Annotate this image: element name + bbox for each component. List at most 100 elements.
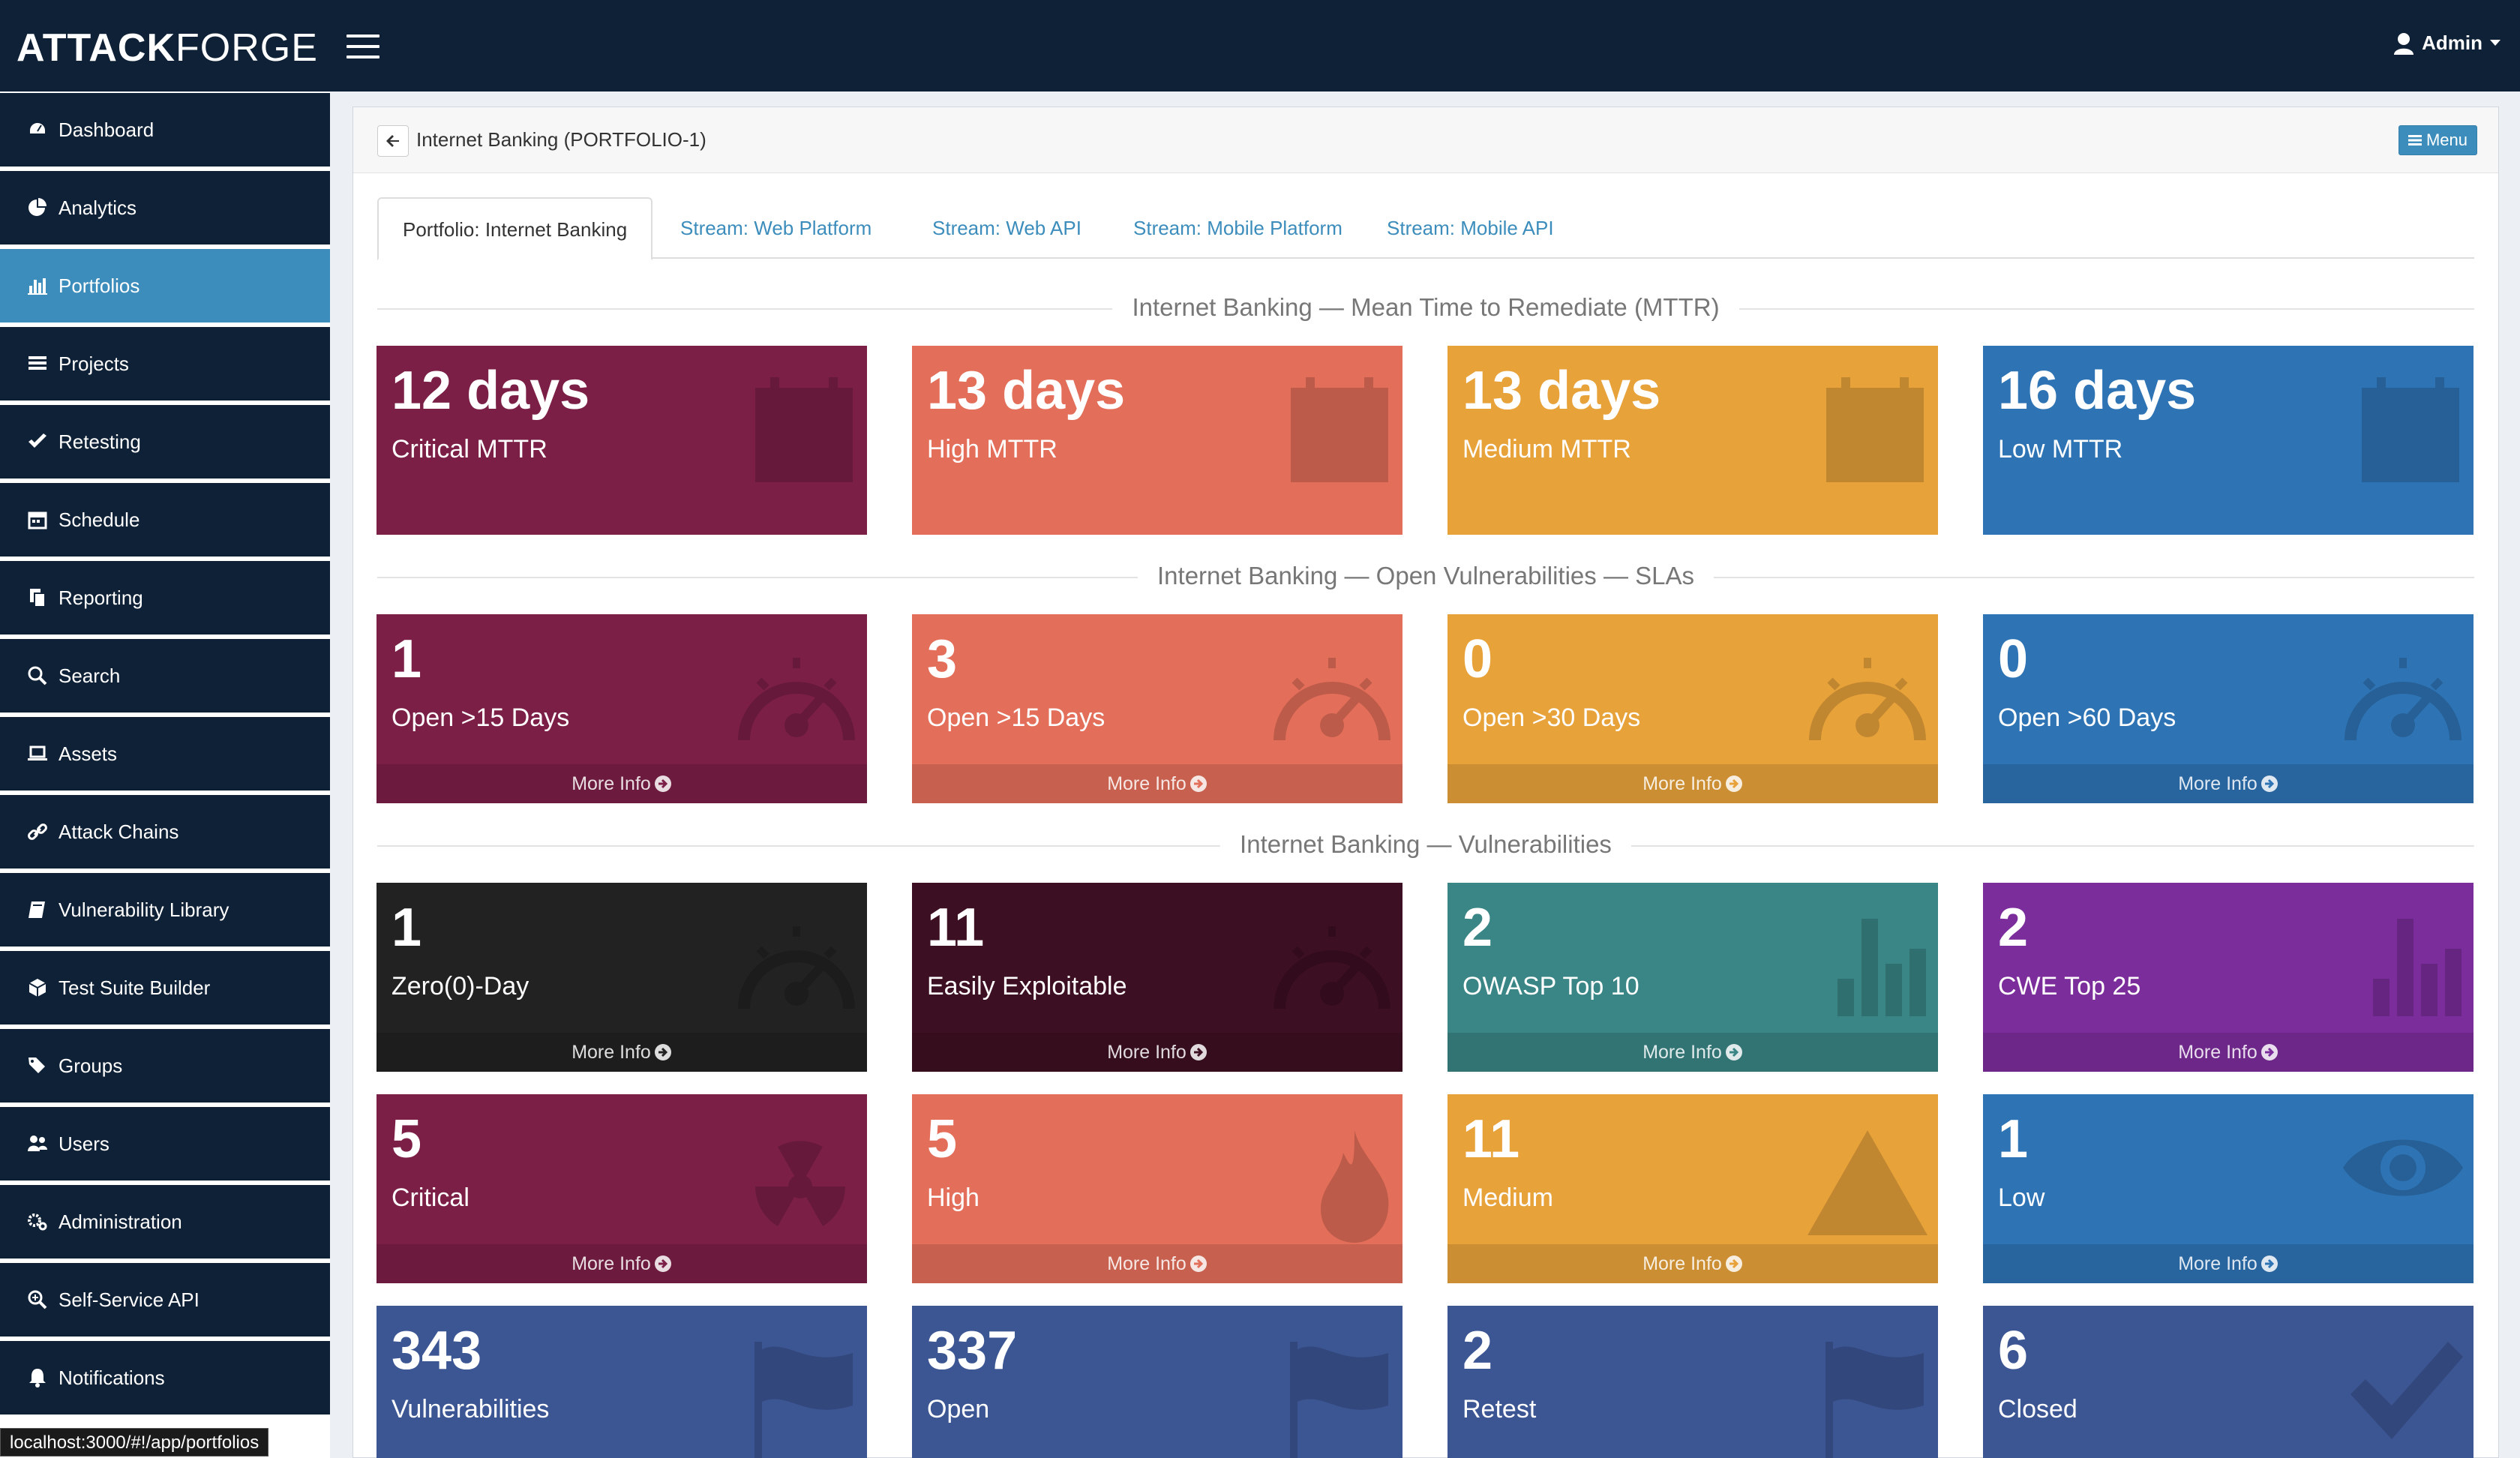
- calendar-icon: [2358, 377, 2463, 486]
- app-logo[interactable]: ATTACKFORGE: [16, 26, 318, 70]
- sidebar-item-label: Administration: [58, 1210, 182, 1233]
- flag-icon: [752, 1342, 856, 1458]
- tab-portfolio-internet-banking[interactable]: Portfolio: Internet Banking: [377, 197, 653, 260]
- status-bar-url: localhost:3000/#!/app/portfolios: [0, 1428, 269, 1456]
- stat-box-easily-exploitable: 11 Easily Exploitable More Info: [912, 883, 1402, 1072]
- stat-value: 6: [1998, 1321, 2029, 1381]
- more-info-link[interactable]: More Info: [1448, 1033, 1938, 1072]
- stat-label: Critical: [392, 1184, 470, 1212]
- stat-box-vulnerabilities: 343 Vulnerabilities: [376, 1306, 867, 1458]
- sidebar-item-attack-chains[interactable]: Attack Chains: [0, 795, 330, 868]
- speedometer-icon: [2343, 650, 2463, 752]
- sidebar-item-users[interactable]: Users: [0, 1107, 330, 1180]
- eye-icon: [2343, 1130, 2463, 1209]
- stat-label: High: [927, 1184, 980, 1212]
- stat-box-high: 5 High More Info: [912, 1094, 1402, 1283]
- stat-value: 13 days: [927, 361, 1126, 421]
- bars-icon: [2408, 135, 2422, 146]
- sidebar-item-assets[interactable]: Assets: [0, 717, 330, 790]
- stat-box-closed: 6 Closed: [1983, 1306, 2474, 1458]
- stat-label: OWASP Top 10: [1462, 972, 1640, 1000]
- stat-label: Retest: [1462, 1395, 1537, 1424]
- sidebar-item-label: Attack Chains: [58, 820, 179, 843]
- flame-icon: [1317, 1130, 1392, 1246]
- more-info-link[interactable]: More Info: [376, 1033, 867, 1072]
- tab-stream-web-platform[interactable]: Stream: Web Platform: [680, 217, 872, 239]
- more-info-link[interactable]: More Info: [912, 1244, 1402, 1283]
- stat-value: 343: [392, 1321, 482, 1381]
- more-info-link[interactable]: More Info: [1983, 1033, 2474, 1072]
- menu-button[interactable]: Menu: [2398, 125, 2477, 155]
- stat-value: 337: [927, 1321, 1018, 1381]
- arrow-circle-right-icon: [2260, 776, 2278, 792]
- tab-stream-mobile-api[interactable]: Stream: Mobile API: [1387, 217, 1554, 239]
- stat-value: 13 days: [1462, 361, 1661, 421]
- user-name: Admin: [2422, 32, 2482, 54]
- arrow-left-icon: [386, 135, 399, 147]
- sidebar-item-label: Vulnerability Library: [58, 898, 230, 921]
- sidebar-item-self-service-api[interactable]: Self-Service API: [0, 1263, 330, 1336]
- more-info-link[interactable]: More Info: [1448, 1244, 1938, 1283]
- hamburger-menu-icon[interactable]: [346, 34, 380, 58]
- arrow-circle-right-icon: [1190, 1044, 1207, 1060]
- stat-value: 5: [392, 1109, 422, 1169]
- stat-value: 1: [392, 629, 422, 689]
- tab-stream-web-api[interactable]: Stream: Web API: [932, 217, 1082, 239]
- sidebar-item-schedule[interactable]: Schedule: [0, 483, 330, 556]
- sidebar-item-groups[interactable]: Groups: [0, 1029, 330, 1102]
- more-info-link[interactable]: More Info: [376, 1244, 867, 1283]
- user-menu[interactable]: Admin: [2393, 32, 2500, 55]
- speedometer-icon: [736, 919, 856, 1020]
- stat-box-medium: 11 Medium More Info: [1448, 1094, 1938, 1283]
- more-info-link[interactable]: More Info: [912, 764, 1402, 803]
- stat-label: Easily Exploitable: [927, 972, 1127, 1000]
- sidebar-item-label: Schedule: [58, 508, 140, 531]
- section-title-sla: Internet Banking — Open Vulnerabilities …: [377, 562, 2474, 592]
- flag-icon: [1287, 1342, 1392, 1458]
- back-button[interactable]: [377, 125, 409, 157]
- tab-stream-mobile-platform[interactable]: Stream: Mobile Platform: [1133, 217, 1342, 239]
- sidebar-item-analytics[interactable]: Analytics: [0, 171, 330, 244]
- sidebar-item-label: Groups: [58, 1054, 123, 1077]
- bar-chart-icon: [1838, 919, 1928, 1020]
- more-info-link[interactable]: More Info: [1448, 764, 1938, 803]
- sidebar-item-reporting[interactable]: Reporting: [0, 561, 330, 634]
- laptop-icon: [27, 743, 48, 764]
- stat-label: Low MTTR: [1998, 435, 2123, 464]
- stat-label: Medium: [1462, 1184, 1553, 1212]
- pie-chart-icon: [27, 197, 48, 218]
- sidebar-item-test-suite-builder[interactable]: Test Suite Builder: [0, 951, 330, 1024]
- arrow-circle-right-icon: [2260, 1256, 2278, 1272]
- arrow-circle-right-icon: [1190, 776, 1207, 792]
- sidebar-item-label: Test Suite Builder: [58, 976, 211, 999]
- main-content: Internet Banking (PORTFOLIO-1) Menu Port…: [352, 106, 2499, 1458]
- stat-box-cwe-top-25: 2 CWE Top 25 More Info: [1983, 883, 2474, 1072]
- sidebar-item-dashboard[interactable]: Dashboard: [0, 93, 330, 166]
- stat-label: CWE Top 25: [1998, 972, 2141, 1000]
- sidebar-item-administration[interactable]: Administration: [0, 1185, 330, 1258]
- stat-box-open-15-days: 3 Open >15 Days More Info: [912, 614, 1402, 803]
- more-info-link[interactable]: More Info: [912, 1033, 1402, 1072]
- arrow-circle-right-icon: [654, 1256, 671, 1272]
- stat-value: 3: [927, 629, 958, 689]
- stat-label: High MTTR: [927, 435, 1058, 464]
- calendar-icon: [752, 377, 856, 486]
- stat-label: Open >15 Days: [927, 704, 1106, 732]
- stat-value: 11: [927, 898, 985, 958]
- stat-value: 11: [1462, 1109, 1520, 1169]
- sidebar-item-projects[interactable]: Projects: [0, 327, 330, 400]
- arrow-circle-right-icon: [1190, 1256, 1207, 1272]
- sidebar-item-portfolios[interactable]: Portfolios: [0, 249, 330, 322]
- stat-label: Vulnerabilities: [392, 1395, 550, 1424]
- stat-label: Zero(0)-Day: [392, 972, 530, 1000]
- sidebar-item-vulnerability-library[interactable]: Vulnerability Library: [0, 873, 330, 946]
- more-info-link[interactable]: More Info: [376, 764, 867, 803]
- more-info-link[interactable]: More Info: [1983, 1244, 2474, 1283]
- sidebar-item-notifications[interactable]: Notifications: [0, 1341, 330, 1414]
- stat-label: Open: [927, 1395, 990, 1424]
- sidebar-item-retesting[interactable]: Retesting: [0, 405, 330, 478]
- sidebar-item-search[interactable]: Search: [0, 639, 330, 712]
- sidebar-item-label: Projects: [58, 352, 129, 375]
- warning-icon: [1808, 1130, 1928, 1239]
- more-info-link[interactable]: More Info: [1983, 764, 2474, 803]
